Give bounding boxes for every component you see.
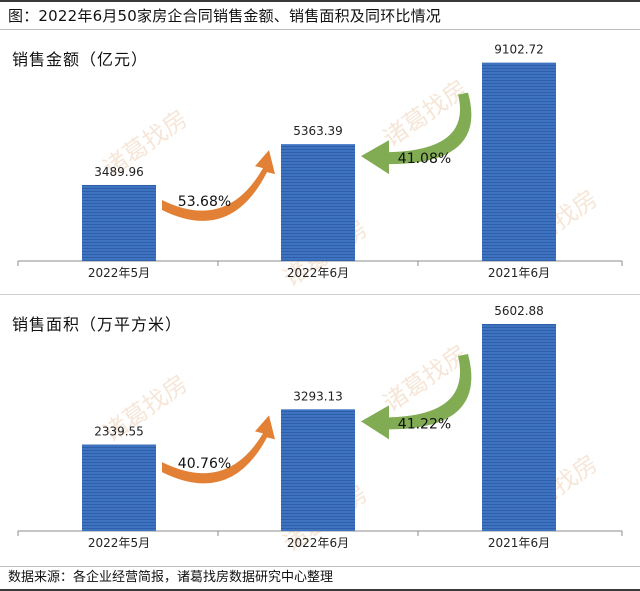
yoy-growth-arrow: [361, 353, 472, 440]
category-label: 2021年6月: [488, 266, 550, 280]
category-label: 2022年6月: [287, 266, 349, 280]
mom-growth-label: 53.68%: [178, 194, 231, 210]
yoy-growth-label: 41.08%: [398, 151, 451, 167]
sales-amount-plot: 诸葛找房诸葛找房诸葛找房诸葛找房3489.962022年5月5363.39202…: [17, 43, 623, 292]
bar-value-label: 5602.88: [494, 304, 544, 318]
bar: [82, 444, 156, 531]
sales-area-plot: 诸葛找房诸葛找房诸葛找房诸葛找房2339.552022年5月3293.13202…: [17, 304, 623, 557]
bar: [281, 409, 355, 531]
sales-amount-chart: 销售金额（亿元） 诸葛找房诸葛找房诸葛找房诸葛找房3489.962022年5月5…: [0, 30, 640, 294]
bar-value-label: 5363.39: [293, 124, 343, 138]
category-label: 2022年6月: [287, 536, 349, 550]
yoy-growth-label: 41.22%: [398, 416, 451, 432]
bar-value-label: 2339.55: [94, 425, 144, 439]
figure-title: 图：2022年6月50家房企合同销售金额、销售面积及同环比情况: [0, 0, 640, 30]
panel-divider: [0, 294, 640, 295]
bar-value-label: 3293.13: [293, 389, 343, 403]
bar: [82, 184, 156, 261]
mom-growth-arrow: [162, 415, 275, 484]
mom-growth-arrow: [162, 150, 275, 221]
sales-area-chart: 销售面积（万平方米） 诸葛找房诸葛找房诸葛找房诸葛找房2339.552022年5…: [0, 295, 640, 566]
bar-value-label: 3489.96: [94, 165, 144, 179]
category-label: 2022年5月: [88, 536, 150, 550]
bar: [482, 62, 556, 261]
category-label: 2022年5月: [88, 266, 150, 280]
mom-growth-label: 40.76%: [178, 456, 231, 472]
chart-title: 销售面积（万平方米）: [12, 315, 183, 334]
bar: [281, 144, 355, 261]
bar: [482, 323, 556, 531]
chart-title: 销售金额（亿元）: [12, 50, 149, 69]
source-note: 数据来源：各企业经营简报，诸葛找房数据研究中心整理: [0, 566, 640, 591]
yoy-growth-arrow: [361, 92, 472, 175]
category-label: 2021年6月: [488, 536, 550, 550]
bar-value-label: 9102.72: [494, 43, 544, 57]
